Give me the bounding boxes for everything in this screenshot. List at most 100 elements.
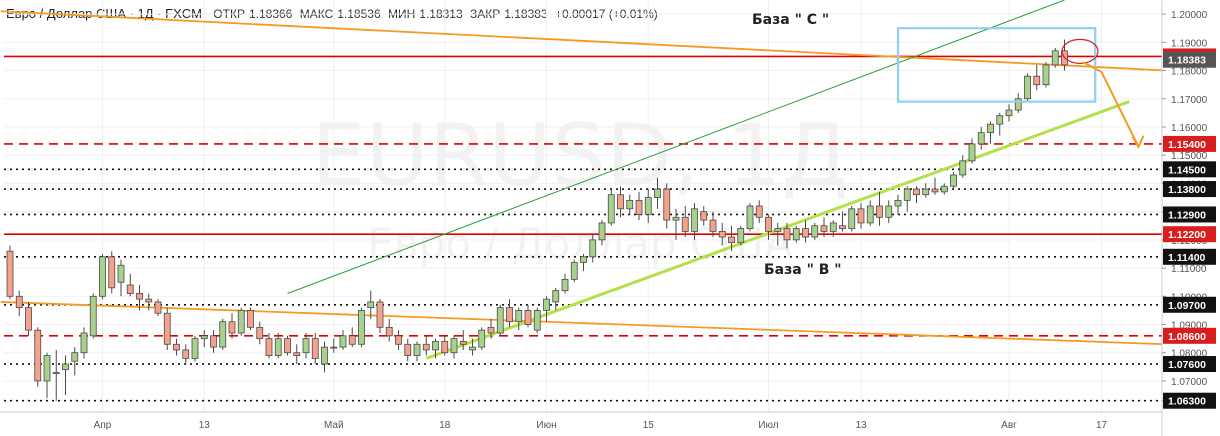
price-tag-background <box>1163 296 1216 313</box>
price-tag-background <box>1163 161 1216 178</box>
candle <box>783 222 791 249</box>
candle <box>339 330 347 350</box>
candle <box>922 183 930 198</box>
candle-body-down <box>136 293 143 300</box>
candle-body-down <box>876 205 883 218</box>
price-tick-label: 1.07000 <box>1171 377 1208 388</box>
candle <box>515 307 523 331</box>
price-tag-background <box>1163 356 1216 373</box>
candle <box>108 251 116 294</box>
candle <box>654 177 661 209</box>
candle-body-down <box>783 228 791 241</box>
candle-body-up <box>413 343 421 356</box>
candle-body-up <box>959 160 967 176</box>
candle-body-up <box>1042 64 1050 86</box>
time-tick-label: Июн <box>536 420 556 431</box>
time-axis[interactable]: Апр 13 Май 18 Июн 15 Июл 13 Авг 17 <box>0 411 1162 431</box>
candle <box>330 338 338 353</box>
candle <box>913 186 920 204</box>
candle <box>99 253 106 300</box>
candle-body-down <box>25 307 32 331</box>
candle-body-up <box>626 199 634 210</box>
candle-body-up <box>339 335 347 348</box>
candle <box>894 194 902 215</box>
time-tick-label: 15 <box>643 420 655 431</box>
candle-body-up <box>43 355 51 382</box>
price-axis[interactable]: 1.063001.070001.080001.090001.100001.110… <box>1161 0 1220 436</box>
candle <box>644 189 652 223</box>
candle-body-up <box>200 335 208 340</box>
candle-body-down <box>422 343 430 351</box>
candle <box>792 225 800 243</box>
candle-body-up <box>515 310 523 323</box>
price-tag-text: 1.09700 <box>1168 300 1206 312</box>
candle-body-up <box>654 188 661 198</box>
price-tag-text: 1.18383 <box>1168 55 1206 67</box>
candle <box>154 299 162 317</box>
candle <box>321 341 328 373</box>
candle-body-down <box>228 321 236 334</box>
price-tick-label: 1.17000 <box>1171 95 1208 106</box>
candle-body-up <box>237 310 245 334</box>
candle <box>857 203 865 229</box>
candle <box>219 318 227 350</box>
candle-body-up <box>885 205 893 218</box>
candle-body-up <box>672 216 680 221</box>
candle-body-up <box>792 228 800 241</box>
time-tick-label: 17 <box>1096 420 1108 431</box>
candle <box>700 206 708 226</box>
candle-body-up <box>922 188 930 196</box>
price-tag-background <box>1163 135 1216 152</box>
candle-body-down <box>126 284 134 294</box>
candle-body-down <box>506 307 513 323</box>
candle <box>34 327 42 387</box>
candle <box>617 186 624 218</box>
candle <box>552 287 560 311</box>
candle-body-down <box>820 225 828 232</box>
candle-body-down <box>210 335 217 348</box>
price-tag-text: 1.13800 <box>1168 184 1206 196</box>
candle-body-up <box>607 194 615 224</box>
candle <box>598 220 606 246</box>
candle-body-down <box>348 335 356 345</box>
candle-body-down <box>15 295 23 308</box>
candle <box>663 183 671 229</box>
candle <box>524 304 532 328</box>
candle <box>311 332 319 365</box>
price-tag-background <box>1163 181 1216 198</box>
candle-body-up <box>580 256 587 263</box>
candle-body-down <box>728 236 735 244</box>
candle-body-down <box>913 188 920 196</box>
candle <box>450 335 458 359</box>
price-tag-text: 1.14500 <box>1168 164 1206 176</box>
current-price-tag: 1.18383 <box>1163 51 1216 68</box>
candle-body-down <box>265 338 273 356</box>
time-tick-label: 13 <box>199 420 211 431</box>
candle-body-up <box>52 372 60 374</box>
candle <box>348 327 356 348</box>
arrow-head <box>1131 135 1145 149</box>
candle <box>746 203 754 232</box>
time-tick-label: Май <box>324 420 344 431</box>
price-tick-label: 1.15000 <box>1171 151 1208 162</box>
candle <box>1005 104 1013 122</box>
price-tag-text: 1.12200 <box>1168 229 1206 241</box>
candle-body-down <box>700 211 708 221</box>
candle-body-down <box>663 188 671 221</box>
candle <box>1024 73 1031 102</box>
price-tag-text: 1.06300 <box>1168 396 1206 408</box>
price-tick-label: 1.08000 <box>1171 349 1208 360</box>
symbol-title[interactable]: Евро / Доллар США · 1Д · FXCM <box>6 6 202 21</box>
candle-body-down <box>755 205 763 218</box>
candle <box>765 214 772 240</box>
candle-body-down <box>524 310 532 325</box>
candle-body-down <box>931 188 939 193</box>
level-price-tag: 1.15400 <box>1163 135 1216 152</box>
candle-body-down <box>404 343 412 356</box>
candle-body-up <box>691 208 698 232</box>
candle <box>441 335 449 356</box>
level-price-tag: 1.07600 <box>1163 356 1216 373</box>
candle <box>487 318 495 339</box>
candle-body-down <box>293 352 301 356</box>
